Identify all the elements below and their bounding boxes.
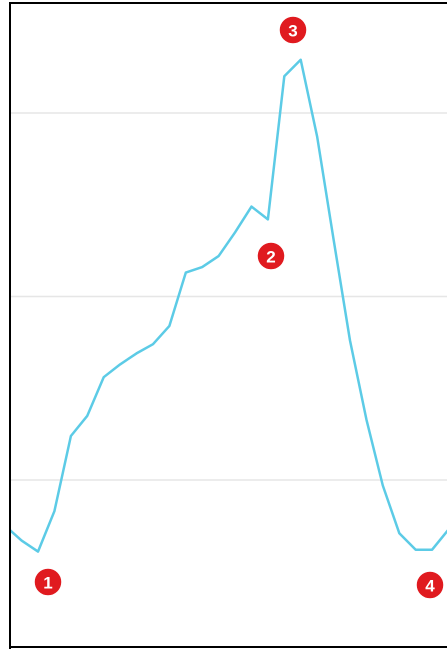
marker-badge <box>33 567 63 597</box>
annotations: 1 2 3 4 <box>33 15 445 600</box>
marker-badge <box>278 15 308 45</box>
marker-label: 3 <box>288 22 297 41</box>
frame <box>9 2 447 649</box>
grid <box>11 112 447 481</box>
series-line <box>11 58 447 553</box>
plot <box>11 58 447 553</box>
marker-badge <box>415 570 445 600</box>
marker-label: 2 <box>266 248 275 267</box>
marker-label: 1 <box>43 574 52 593</box>
marker-label: 4 <box>425 577 435 596</box>
marker-badge <box>256 241 286 271</box>
